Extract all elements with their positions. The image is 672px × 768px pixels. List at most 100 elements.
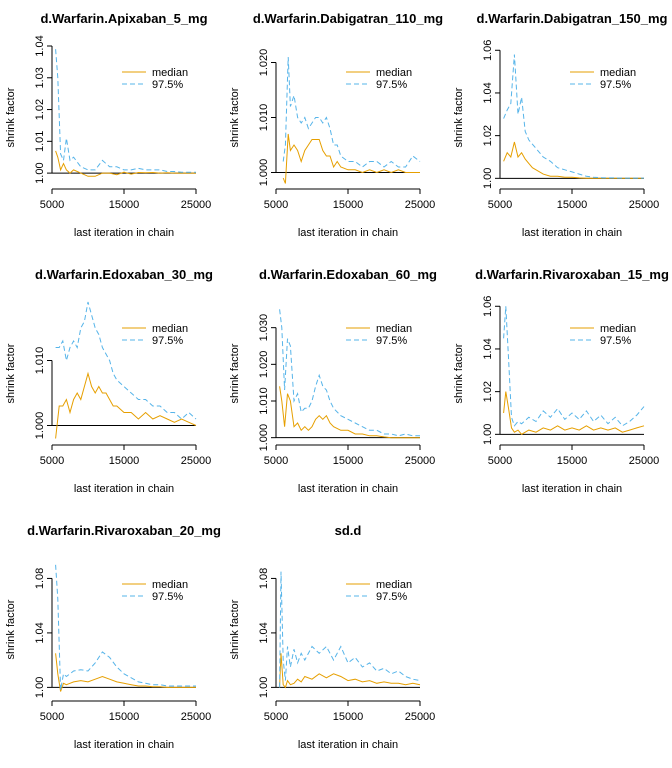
legend-median-label: median — [152, 579, 188, 591]
y-tick-label: 1.00 — [34, 162, 46, 183]
median-series-line — [55, 371, 197, 439]
x-axis-label: last iteration in chain — [522, 227, 622, 239]
legend-median-label: median — [152, 323, 188, 335]
y-axis-label: shrink factor — [229, 87, 241, 147]
y-tick-label: 1.010 — [34, 347, 46, 375]
x-tick-label: 5000 — [264, 711, 288, 723]
y-tick-label: 1.010 — [258, 387, 270, 415]
x-tick-label: 15000 — [333, 711, 364, 723]
x-tick-label: 25000 — [181, 455, 212, 467]
x-tick-label: 5000 — [40, 199, 64, 211]
median-series-line — [503, 141, 644, 179]
x-tick-label: 15000 — [109, 711, 140, 723]
x-tick-label: 5000 — [40, 711, 64, 723]
y-axis-label: shrink factor — [229, 599, 241, 659]
y-tick-label: 1.02 — [34, 99, 46, 120]
legend-upper-label: 97.5% — [600, 79, 631, 91]
x-tick-label: 15000 — [333, 199, 364, 211]
median-series-line — [55, 653, 196, 692]
chart-title: d.Warfarin.Rivaroxaban_20_mg — [27, 523, 221, 538]
y-tick-label: 1.08 — [34, 568, 46, 589]
y-tick-label: 1.04 — [482, 82, 494, 103]
upper-series-line — [282, 56, 421, 168]
chart-panel-4: d.Warfarin.Edoxaban_30_mg 1.000 1.010 5000 1… — [5, 267, 213, 495]
x-tick-label: 5000 — [488, 199, 512, 211]
x-axis-label: last iteration in chain — [298, 739, 398, 751]
chart-title: d.Warfarin.Apixaban_5_mg — [40, 11, 207, 26]
y-tick-label: 1.06 — [482, 296, 494, 317]
y-tick-label: 1.000 — [258, 159, 270, 187]
x-axis-label: last iteration in chain — [74, 739, 174, 751]
x-tick-label: 25000 — [181, 199, 212, 211]
chart-title: d.Warfarin.Edoxaban_30_mg — [35, 267, 213, 282]
x-tick-label: 15000 — [333, 455, 364, 467]
chart-panel-7: d.Warfarin.Rivaroxaban_20_mg 1.00 1.04 1.08… — [5, 523, 221, 751]
y-tick-label: 1.04 — [482, 338, 494, 359]
y-axis-label: shrink factor — [5, 87, 17, 147]
y-axis-label: shrink factor — [5, 599, 17, 659]
x-tick-label: 5000 — [264, 199, 288, 211]
y-tick-label: 1.02 — [482, 125, 494, 146]
y-tick-label: 1.020 — [258, 351, 270, 379]
legend-upper-label: 97.5% — [376, 79, 407, 91]
x-tick-label: 5000 — [264, 455, 288, 467]
upper-series-line — [279, 571, 421, 688]
chart-title: d.Warfarin.Edoxaban_60_mg — [259, 267, 437, 282]
median-series-line — [282, 133, 420, 184]
x-tick-label: 5000 — [40, 455, 64, 467]
legend-upper-label: 97.5% — [600, 335, 631, 347]
x-tick-label: 25000 — [405, 711, 436, 723]
y-tick-label: 1.04 — [34, 622, 46, 643]
upper-series-line — [503, 306, 645, 427]
y-tick-label: 1.010 — [258, 104, 270, 132]
upper-series-line — [503, 54, 644, 179]
y-tick-label: 1.00 — [482, 168, 494, 189]
legend-upper-label: 97.5% — [152, 591, 183, 603]
chart-panel-1: d.Warfarin.Apixaban_5_mg 1.00 1.01 1.02 1.03… — [5, 11, 211, 239]
x-axis-label: last iteration in chain — [74, 227, 174, 239]
chart-panel-3: d.Warfarin.Dabigatran_150_mg 1.00 1.02 1.04… — [453, 11, 668, 239]
y-axis-label: shrink factor — [453, 343, 465, 403]
x-axis-label: last iteration in chain — [74, 483, 174, 495]
chart-title: d.Warfarin.Dabigatran_110_mg — [253, 11, 443, 26]
y-axis-label: shrink factor — [229, 343, 241, 403]
legend-median-label: median — [600, 323, 636, 335]
y-tick-label: 1.020 — [258, 49, 270, 77]
x-tick-label: 25000 — [629, 455, 660, 467]
y-tick-label: 1.00 — [34, 677, 46, 698]
x-tick-label: 25000 — [181, 711, 212, 723]
x-tick-label: 15000 — [557, 455, 588, 467]
y-tick-label: 1.000 — [258, 424, 270, 452]
y-tick-label: 1.02 — [482, 381, 494, 402]
legend-upper-label: 97.5% — [376, 591, 407, 603]
y-tick-label: 1.000 — [34, 412, 46, 440]
upper-series-line — [55, 49, 196, 173]
x-tick-label: 25000 — [405, 455, 436, 467]
upper-series-line — [55, 301, 197, 420]
y-tick-label: 1.00 — [258, 677, 270, 698]
y-tick-label: 1.01 — [34, 131, 46, 152]
x-tick-label: 15000 — [557, 199, 588, 211]
legend-upper-label: 97.5% — [152, 335, 183, 347]
legend-median-label: median — [152, 67, 188, 79]
chart-panel-2: d.Warfarin.Dabigatran_110_mg 1.000 1.010 1.… — [229, 11, 443, 239]
median-series-line — [279, 653, 421, 689]
legend-upper-label: 97.5% — [376, 335, 407, 347]
y-axis-label: shrink factor — [5, 343, 17, 403]
chart-panel-8: sd.d 1.00 1.04 1.08 5000 15000 25000 last itera… — [229, 523, 435, 751]
chart-title: d.Warfarin.Rivaroxaban_15_mg — [475, 267, 669, 282]
chart-panel-6: d.Warfarin.Rivaroxaban_15_mg 1.00 1.02 1.04… — [453, 267, 669, 495]
chart-panel-5: d.Warfarin.Edoxaban_60_mg 1.000 1.010 1.020… — [229, 267, 437, 495]
chart-title: d.Warfarin.Dabigatran_150_mg — [477, 11, 668, 26]
legend-median-label: median — [600, 67, 636, 79]
x-tick-label: 15000 — [109, 199, 140, 211]
median-series-line — [503, 391, 645, 435]
x-axis-label: last iteration in chain — [522, 483, 622, 495]
upper-series-line — [55, 564, 196, 691]
x-tick-label: 15000 — [109, 455, 140, 467]
x-tick-label: 25000 — [629, 199, 660, 211]
median-series-line — [55, 150, 196, 177]
chart-title: sd.d — [335, 523, 362, 538]
y-axis-label: shrink factor — [453, 87, 465, 147]
